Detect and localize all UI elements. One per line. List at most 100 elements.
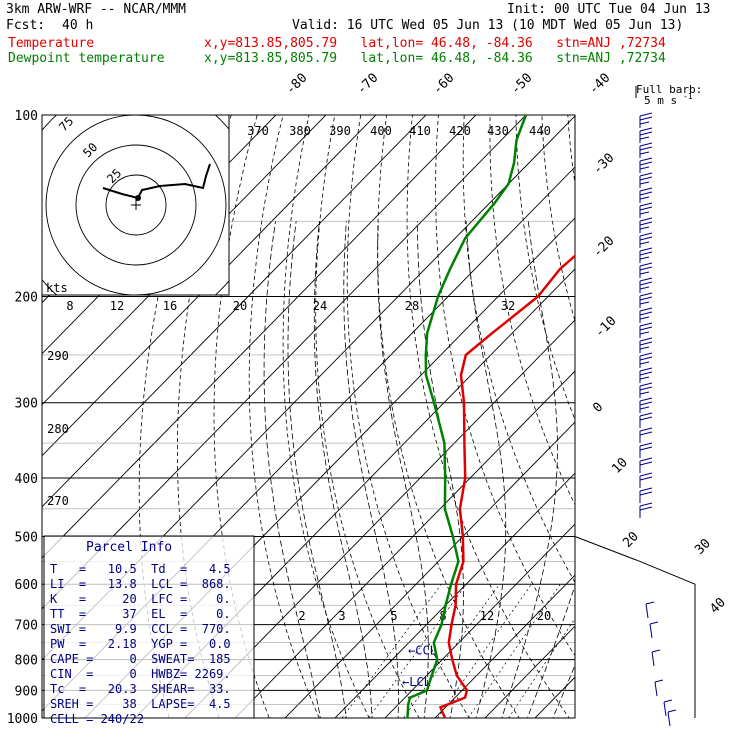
wind-barb-flag xyxy=(639,401,653,406)
parcel-row: TT = 37 EL = 0. xyxy=(50,607,231,621)
wind-barb-flag xyxy=(639,331,650,335)
isotherm-label: 0 xyxy=(590,400,606,416)
wind-barb-flag xyxy=(639,256,650,260)
dewpoint-curve xyxy=(406,115,528,718)
wind-barb-flag xyxy=(639,187,653,192)
wind-barb xyxy=(645,603,649,619)
ccl-label: ←CCL xyxy=(408,644,437,658)
wind-barb-flag xyxy=(639,301,650,305)
isotherm-label: 40 xyxy=(707,595,729,617)
dry-adiabat-line xyxy=(567,115,575,187)
isotherm-label: -10 xyxy=(592,314,619,341)
barb-legend-value: 5 m s xyxy=(644,94,677,107)
wind-barb xyxy=(651,651,655,667)
theta-label: 290 xyxy=(47,349,69,363)
dry-adiabat-line xyxy=(435,115,575,657)
wind-barb-flag xyxy=(639,277,653,282)
parcel-row: T = 10.5 Td = 4.5 xyxy=(50,562,231,576)
wind-barb-flag xyxy=(639,352,653,357)
valid-time: Valid: 16 UTC Wed 05 Jun 13 (10 MDT Wed … xyxy=(292,18,684,33)
wind-barb-flag xyxy=(639,382,653,387)
wind-barb-flag xyxy=(639,416,653,421)
wind-barb-flag xyxy=(639,172,653,177)
pressure-tick-label: 300 xyxy=(15,397,38,412)
parcel-row: CIN = 0 HWBZ= 2269. xyxy=(50,667,231,681)
wind-barb-flag xyxy=(639,157,653,162)
wind-barb-flag xyxy=(639,271,650,275)
parcel-row: Tc = 20.3 SHEAR= 33. xyxy=(50,682,231,696)
wind-barb-flag xyxy=(639,346,650,350)
isotherm-label: 10 xyxy=(609,455,631,477)
wind-barb-flag xyxy=(639,322,653,327)
temperature-legend-label: Temperature xyxy=(8,36,95,51)
wind-barb-flag xyxy=(639,266,653,271)
wind-barb-flag xyxy=(639,341,653,346)
wind-barb-flag xyxy=(639,337,653,342)
wind-barb-flag xyxy=(639,196,650,200)
fcst-label: Fcst: xyxy=(6,18,46,33)
dry-adiabat-line xyxy=(669,102,740,731)
wind-barb-flag xyxy=(639,112,653,117)
wind-barb-flag xyxy=(639,472,653,477)
parcel-row: CAPE = 0 SWEAT= 185 xyxy=(50,652,231,666)
wind-barb-flag xyxy=(639,262,653,267)
wind-barb-flag xyxy=(639,142,653,147)
fcst-value: 40 h xyxy=(62,18,94,33)
theta-e-label: 420 xyxy=(449,124,471,138)
dry-adiabat-line xyxy=(515,115,575,421)
lcl-label: ←LCL xyxy=(402,675,431,689)
dry-adiabat-line xyxy=(618,102,740,731)
isotherm-line xyxy=(42,115,377,457)
pressure-tick-label: 800 xyxy=(15,654,38,669)
hodograph-trace xyxy=(102,163,211,200)
wind-barb-flag xyxy=(639,361,650,365)
moist-adiabat-line xyxy=(552,664,575,718)
wind-barb-flag xyxy=(639,442,653,447)
wind-barb-flag xyxy=(639,232,653,237)
isotherm-label: -50 xyxy=(508,71,535,98)
isotherm-line xyxy=(184,319,575,718)
isotherm-label: -40 xyxy=(586,71,613,98)
mixing-ratio-line xyxy=(368,583,467,718)
wind-barb-flag xyxy=(639,367,653,372)
wind-barb-flag xyxy=(639,247,653,252)
wind-barb-flag xyxy=(639,217,653,222)
pressure-tick-label: 400 xyxy=(15,472,38,487)
hodograph-speed-label: 20 xyxy=(233,299,247,313)
isotherm-line xyxy=(234,370,575,718)
wind-barb-flag xyxy=(639,131,653,136)
theta-e-label: 440 xyxy=(529,124,551,138)
wind-barb-flag xyxy=(639,376,650,380)
wind-barb-flag xyxy=(639,286,650,290)
hodograph-speed-label: 28 xyxy=(405,299,419,313)
theta-label: 270 xyxy=(47,494,69,508)
wind-barb-flag xyxy=(639,241,650,245)
wind-barb-flag xyxy=(639,176,653,181)
wind-barb-flag xyxy=(639,386,653,391)
dry-adiabat-line xyxy=(377,115,520,718)
wind-barb-flag xyxy=(639,446,653,451)
wind-barb-flag xyxy=(639,506,653,511)
hodograph-trace-marker xyxy=(135,195,141,201)
isotherm-label: -70 xyxy=(354,71,381,98)
moist-adiabat-line xyxy=(313,221,373,718)
isotherm-line xyxy=(434,574,575,718)
mixing-ratio-label: 3 xyxy=(338,609,345,623)
theta-label: 280 xyxy=(47,422,69,436)
mixing-ratio-label: 2 xyxy=(298,609,305,623)
mixing-ratio-label: 12 xyxy=(480,609,494,623)
pressure-tick-label: 900 xyxy=(15,684,38,699)
isotherm-line xyxy=(484,625,575,718)
parcel-info-title: Parcel Info xyxy=(86,540,173,555)
wind-barb-flag xyxy=(639,326,653,331)
model-title: 3km ARW-WRF -- NCAR/MMM xyxy=(6,2,187,17)
wind-barb-flag xyxy=(649,621,659,625)
wind-barb-flag xyxy=(639,311,653,316)
wind-barb-flag xyxy=(663,699,673,703)
wind-barb xyxy=(663,701,667,717)
parcel-row: LI = 13.8 LCL = 868. xyxy=(50,577,231,591)
dry-adiabat-line xyxy=(282,115,370,718)
parcel-row: PW = 2.18 YGP = 0.0 xyxy=(50,637,231,651)
temperature-location: x,y=813.85,805.79 lat,lon= 46.48, -84.36… xyxy=(204,36,666,51)
